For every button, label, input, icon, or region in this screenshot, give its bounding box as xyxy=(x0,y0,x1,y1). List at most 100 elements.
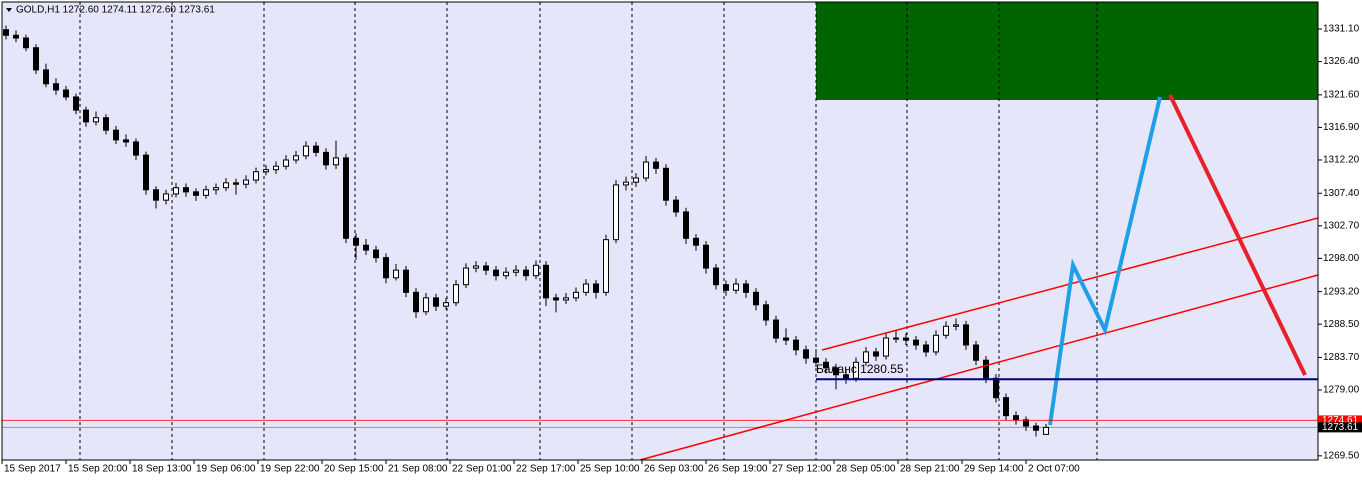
candle-body xyxy=(833,367,839,376)
candle-body xyxy=(53,83,59,91)
candle-body xyxy=(63,89,69,98)
candle-body xyxy=(643,161,649,179)
candle-body xyxy=(873,351,879,357)
price-tag xyxy=(1318,415,1362,426)
candle-body xyxy=(23,37,29,49)
candle-body xyxy=(3,29,9,36)
x-tick-label: 15 Sep 2017 xyxy=(4,464,61,475)
candle-body xyxy=(593,283,599,293)
x-tick-label: 20 Sep 15:00 xyxy=(324,464,384,475)
candle-body xyxy=(203,189,209,196)
candle-body xyxy=(473,265,479,269)
candle-body xyxy=(723,284,729,291)
candle-body xyxy=(513,269,519,273)
forecast-drop xyxy=(1168,94,1307,376)
candle-body xyxy=(253,171,259,181)
candle-body xyxy=(153,189,159,201)
candle-body xyxy=(1013,415,1019,421)
candle-body xyxy=(533,264,539,277)
candle-body xyxy=(843,374,849,379)
y-tick-label: 1269.50 xyxy=(1323,450,1360,461)
candle-body xyxy=(343,157,349,239)
candle-body xyxy=(33,47,39,71)
candle-body xyxy=(453,284,459,304)
plot-frame xyxy=(1,1,1319,461)
candle-body xyxy=(913,339,919,346)
candle-body xyxy=(963,324,969,346)
candle-body xyxy=(523,269,529,277)
candle-body xyxy=(303,145,309,157)
candle-body xyxy=(353,237,359,246)
candle-body xyxy=(693,237,699,246)
channel-line xyxy=(639,274,1319,461)
forecast-path xyxy=(1048,96,1162,426)
overlay xyxy=(2,378,1318,428)
candle-body xyxy=(753,291,759,306)
candle-body xyxy=(603,239,609,293)
candle-body xyxy=(333,157,339,166)
menu-icon[interactable] xyxy=(6,8,12,12)
candle-body xyxy=(413,291,419,313)
candle-body xyxy=(123,139,129,143)
candle-body xyxy=(673,199,679,213)
candle-body xyxy=(813,357,819,363)
candle-body xyxy=(323,151,329,166)
candle-body xyxy=(313,145,319,153)
candle-body xyxy=(903,337,909,341)
price-tag-label: 1273.61 xyxy=(1322,422,1359,433)
candle-body xyxy=(703,244,709,269)
candle-body xyxy=(43,69,49,85)
y-tick-label: 1331.10 xyxy=(1323,24,1360,35)
candle-body xyxy=(733,283,739,291)
candle-body xyxy=(363,244,369,251)
chart-title: GOLD,H1 1272.60 1274.11 1272.60 1273.61 xyxy=(16,5,215,16)
candle-body xyxy=(383,257,389,279)
candle-body xyxy=(143,154,149,191)
candle-body xyxy=(133,141,139,156)
x-tick-label: 18 Sep 13:00 xyxy=(132,464,192,475)
candle-body xyxy=(263,169,269,173)
candle-body xyxy=(613,184,619,241)
x-tick-label: 28 Sep 21:00 xyxy=(900,464,960,475)
candle-body xyxy=(423,297,429,313)
y-tick-label: 1307.40 xyxy=(1323,188,1360,199)
candle-body xyxy=(883,337,889,357)
candle-body xyxy=(823,361,829,369)
y-tick-label: 1293.20 xyxy=(1323,286,1360,297)
balance-label: Баланс 1280.55 xyxy=(816,362,904,376)
candle-body xyxy=(683,211,689,239)
candle-body xyxy=(573,291,579,299)
candle-body xyxy=(493,269,499,277)
x-tick-label: 22 Sep 01:00 xyxy=(452,464,512,475)
candle-body xyxy=(1023,419,1029,427)
y-tick-label: 1321.60 xyxy=(1323,89,1360,100)
candle-body xyxy=(1043,426,1049,435)
candle-body xyxy=(853,361,859,379)
y-tick-label: 1316.90 xyxy=(1323,122,1360,133)
candle-body xyxy=(503,271,509,277)
candle-body xyxy=(213,187,219,191)
candle-body xyxy=(433,297,439,307)
candle-body xyxy=(583,283,589,293)
time-axis-bg xyxy=(0,460,1362,480)
candle-body xyxy=(403,269,409,293)
y-tick-label: 1298.00 xyxy=(1323,253,1360,264)
candle-body xyxy=(273,165,279,171)
candle-body xyxy=(973,344,979,361)
candle-body xyxy=(13,34,19,39)
price-tag-label: 1274.61 xyxy=(1322,415,1359,426)
x-tick-label: 25 Sep 10:00 xyxy=(580,464,640,475)
candle-body xyxy=(953,324,959,327)
candle-body xyxy=(553,297,559,301)
y-tick-label: 1279.00 xyxy=(1323,385,1360,396)
candle-body xyxy=(893,337,899,340)
candle-body xyxy=(543,264,549,299)
price-axis-bg xyxy=(1318,0,1362,480)
candle-body xyxy=(233,182,239,185)
candle-body xyxy=(633,177,639,183)
candle-body xyxy=(193,191,199,196)
x-tick-label: 22 Sep 17:00 xyxy=(516,464,576,475)
candle-body xyxy=(283,159,289,167)
candle-body xyxy=(103,117,109,131)
price-tag xyxy=(1318,422,1362,433)
